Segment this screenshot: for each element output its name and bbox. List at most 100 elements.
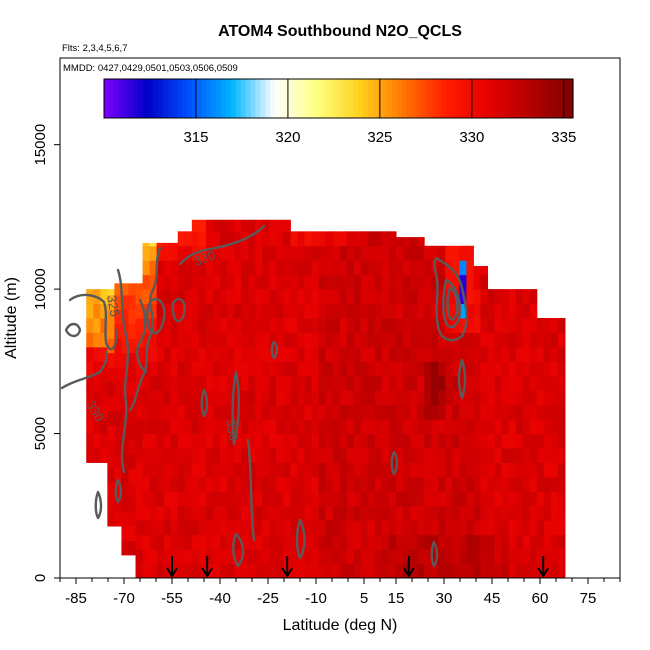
heatmap-cell — [269, 476, 277, 492]
heatmap-cell — [318, 505, 327, 521]
heatmap-cell — [212, 375, 221, 391]
heatmap-cell — [241, 433, 249, 449]
colorbar-cell — [553, 79, 559, 118]
heatmap-cell — [445, 433, 453, 449]
heatmap-cell — [283, 390, 291, 406]
heatmap-cell — [353, 476, 362, 492]
heatmap-cell — [297, 245, 305, 261]
heatmap-cell — [374, 231, 383, 247]
heatmap-cell — [248, 219, 256, 232]
heatmap-cell — [156, 332, 165, 348]
profile-arrow-head — [281, 567, 294, 578]
heatmap-cell — [374, 491, 383, 507]
colorbar-cell — [187, 79, 193, 118]
heatmap-cell — [156, 563, 165, 578]
contour-325 — [68, 293, 118, 351]
heatmap-cell — [290, 332, 298, 348]
heatmap-cell — [543, 433, 552, 449]
heatmap-cell — [121, 309, 129, 325]
heatmap-cell — [367, 462, 376, 478]
heatmap-cell — [557, 491, 566, 507]
heatmap-cell — [494, 332, 503, 348]
heatmap-cell — [135, 462, 144, 478]
heatmap-cell — [220, 289, 228, 305]
heatmap-cell — [198, 245, 207, 261]
heatmap-cell — [438, 303, 446, 319]
heatmap-cell — [403, 390, 411, 406]
heatmap-cell — [353, 318, 362, 333]
heatmap-cell — [191, 274, 200, 290]
heatmap-cell — [114, 367, 122, 383]
heatmap-cell — [332, 318, 341, 333]
heatmap-cell — [135, 476, 144, 492]
colorbar-cell — [392, 79, 398, 118]
heatmap-cell — [353, 448, 362, 463]
heatmap-cell — [170, 390, 179, 406]
heatmap-cell — [550, 448, 559, 463]
heatmap-cell — [339, 289, 348, 305]
colorbar-cell — [338, 79, 344, 118]
heatmap-cell — [220, 260, 228, 276]
heatmap-cell — [529, 462, 538, 478]
heatmap-cell — [100, 375, 108, 391]
heatmap-cell — [205, 520, 214, 536]
heatmap-cell — [508, 289, 517, 305]
heatmap-cell — [212, 390, 221, 406]
heatmap-cell — [163, 245, 172, 261]
heatmap-cell — [473, 404, 481, 420]
heatmap-cell — [121, 526, 129, 541]
heatmap-cell — [424, 462, 432, 478]
heatmap-cell — [466, 245, 474, 261]
heatmap-cell — [276, 448, 284, 463]
colorbar-cell — [260, 79, 266, 118]
heatmap-cell — [269, 361, 277, 377]
heatmap-cell — [318, 476, 327, 492]
plot-frame — [59, 57, 621, 579]
heatmap-cell — [403, 505, 411, 521]
heatmap-cell — [536, 448, 545, 463]
heatmap-cell — [227, 448, 235, 463]
heatmap-cell — [297, 260, 305, 276]
heatmap-cell — [494, 476, 503, 492]
heatmap-cell — [297, 419, 305, 435]
heatmap-cell — [318, 419, 327, 435]
heatmap-cell — [227, 289, 235, 305]
heatmap-cell — [473, 520, 481, 536]
colorbar-cell — [245, 79, 252, 118]
heatmap-cell — [170, 433, 179, 449]
heatmap-cell — [367, 245, 376, 261]
heatmap-cell — [360, 549, 369, 565]
heatmap-cell — [184, 289, 193, 305]
heatmap-cell — [381, 390, 390, 406]
heatmap-cell — [149, 274, 158, 290]
heatmap-cell — [374, 534, 383, 550]
x-tick-label: 75 — [580, 590, 597, 607]
heatmap-cell — [304, 563, 313, 578]
heatmap-cell — [93, 318, 101, 333]
heatmap-cell — [255, 260, 263, 276]
heatmap-cell — [339, 404, 348, 420]
heatmap-cell — [170, 520, 179, 536]
heatmap-cell — [177, 303, 186, 319]
heatmap-cell — [227, 563, 235, 578]
heatmap-cell — [198, 549, 207, 565]
heatmap-cell — [360, 260, 369, 276]
heatmap-cell — [205, 534, 214, 550]
contour-small-c — [200, 388, 209, 418]
heatmap-cell — [374, 332, 383, 348]
heatmap-cell — [452, 563, 460, 578]
heatmap-cell — [480, 448, 489, 463]
heatmap-cell — [438, 404, 446, 420]
heatmap-cell — [480, 549, 489, 565]
heatmap-cell — [227, 231, 235, 247]
heatmap-cell — [487, 289, 496, 305]
heatmap-cell — [529, 289, 538, 305]
heatmap-cell — [318, 520, 327, 536]
heatmap-cell — [135, 318, 144, 333]
heatmap-cell — [135, 448, 144, 463]
heatmap-cell — [227, 419, 235, 435]
heatmap-cell — [212, 404, 221, 420]
colorbar-cell — [397, 79, 403, 118]
heatmap-cell — [304, 505, 313, 521]
heatmap-cell — [149, 462, 158, 478]
